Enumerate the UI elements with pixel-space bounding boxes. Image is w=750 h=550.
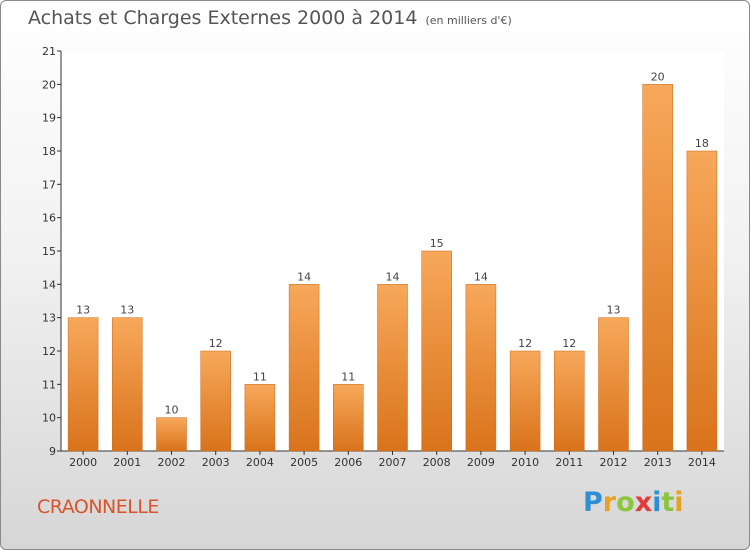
chart-title: Achats et Charges Externes 2000 à 2014 (e… <box>28 7 512 29</box>
bar <box>244 384 276 452</box>
y-tick-label: 11 <box>42 378 56 391</box>
y-tick-label: 12 <box>42 345 56 358</box>
y-tick-label: 10 <box>42 412 56 425</box>
x-tick-label: 2011 <box>555 456 583 469</box>
data-label: 14 <box>297 270 311 283</box>
data-label: 10 <box>165 404 179 417</box>
x-tick-label: 2006 <box>334 456 362 469</box>
logo-letter: o <box>616 487 635 518</box>
bar <box>333 384 364 452</box>
data-label: 20 <box>651 70 665 83</box>
bar <box>421 250 452 452</box>
data-label: 11 <box>253 370 267 383</box>
x-tick-label: 2005 <box>290 456 318 469</box>
bar <box>67 317 99 452</box>
x-tick-label: 2014 <box>688 456 716 469</box>
chart-title-text: Achats et Charges Externes 2000 à 2014 <box>28 7 418 29</box>
bar <box>377 284 408 452</box>
y-tick-label: 13 <box>42 312 56 325</box>
logo-letter: x <box>634 487 653 518</box>
bar <box>686 150 718 452</box>
x-tick-label: 2012 <box>600 456 628 469</box>
data-label: 13 <box>76 304 90 317</box>
y-tick-label: 17 <box>42 178 56 191</box>
data-label: 14 <box>386 270 400 283</box>
bar <box>112 317 143 452</box>
bar <box>509 350 541 452</box>
commune-name: CRAONNELLE <box>37 496 159 518</box>
x-tick-label: 2008 <box>423 456 451 469</box>
x-tick-label: 2003 <box>202 456 230 469</box>
logo-letter: i <box>652 487 662 518</box>
logo-letter: P <box>583 487 603 518</box>
data-label: 11 <box>341 370 355 383</box>
data-label: 14 <box>474 270 488 283</box>
y-tick-label: 14 <box>42 278 56 291</box>
chart-subtitle: (en milliers d'€) <box>425 14 512 27</box>
y-tick-label: 9 <box>49 445 56 458</box>
data-label: 12 <box>562 337 576 350</box>
y-tick-label: 18 <box>42 145 56 158</box>
y-tick-label: 16 <box>42 212 56 225</box>
logo-letter: t <box>661 487 675 518</box>
data-label: 15 <box>430 237 444 250</box>
x-tick-label: 2000 <box>69 456 97 469</box>
bar <box>200 350 231 452</box>
data-label: 18 <box>695 137 709 150</box>
x-tick-label: 2009 <box>467 456 495 469</box>
x-tick-label: 2002 <box>158 456 186 469</box>
logo-letter: r <box>602 487 617 518</box>
bar <box>598 317 629 452</box>
x-tick-label: 2007 <box>379 456 407 469</box>
bar <box>288 284 320 452</box>
y-tick-label: 19 <box>42 112 56 125</box>
data-label: 13 <box>607 304 621 317</box>
x-tick-label: 2010 <box>511 456 539 469</box>
x-tick-label: 2001 <box>113 456 141 469</box>
bar <box>554 350 585 452</box>
x-tick-label: 2013 <box>644 456 672 469</box>
y-tick-label: 20 <box>42 78 56 91</box>
logo-letter: i <box>674 487 684 518</box>
y-tick-label: 15 <box>42 245 56 258</box>
bar <box>156 417 187 452</box>
x-tick-label: 2004 <box>246 456 274 469</box>
data-label: 12 <box>518 337 532 350</box>
bar <box>465 284 497 452</box>
proxiti-logo: Proxiti <box>583 487 684 518</box>
data-label: 13 <box>120 304 134 317</box>
data-label: 12 <box>209 337 223 350</box>
bar <box>642 84 673 452</box>
y-tick-label: 21 <box>42 45 56 58</box>
